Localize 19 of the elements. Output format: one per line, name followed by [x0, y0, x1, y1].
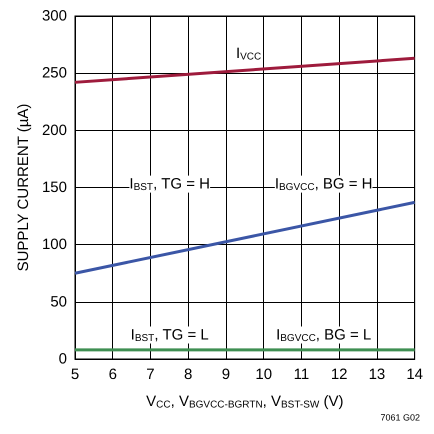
x-tick-label: 7: [146, 366, 155, 383]
x-tick-label: 6: [108, 366, 117, 383]
x-tick-label: 14: [406, 366, 423, 383]
x-tick-label: 8: [184, 366, 192, 383]
y-tick-label: 100: [42, 236, 67, 254]
y-axis-title: SUPPLY CURRENT (µA): [15, 104, 32, 272]
y-tick-label: 300: [42, 8, 67, 24]
x-tick-label: 10: [255, 366, 272, 383]
y-tick-label: 0: [58, 350, 67, 368]
y-tick-label: 150: [42, 179, 67, 196]
y-tick-label: 50: [50, 293, 67, 310]
text: 7061 G02: [380, 412, 420, 422]
x-tick-label: 12: [330, 366, 348, 383]
x-tick-label: 5: [70, 366, 80, 383]
x-tick-label: 13: [368, 366, 386, 383]
y-tick-label: 200: [42, 122, 67, 139]
x-tick-label: 11: [294, 366, 310, 383]
y-tick-label: 250: [42, 64, 67, 82]
x-tick-label: 9: [222, 366, 230, 383]
